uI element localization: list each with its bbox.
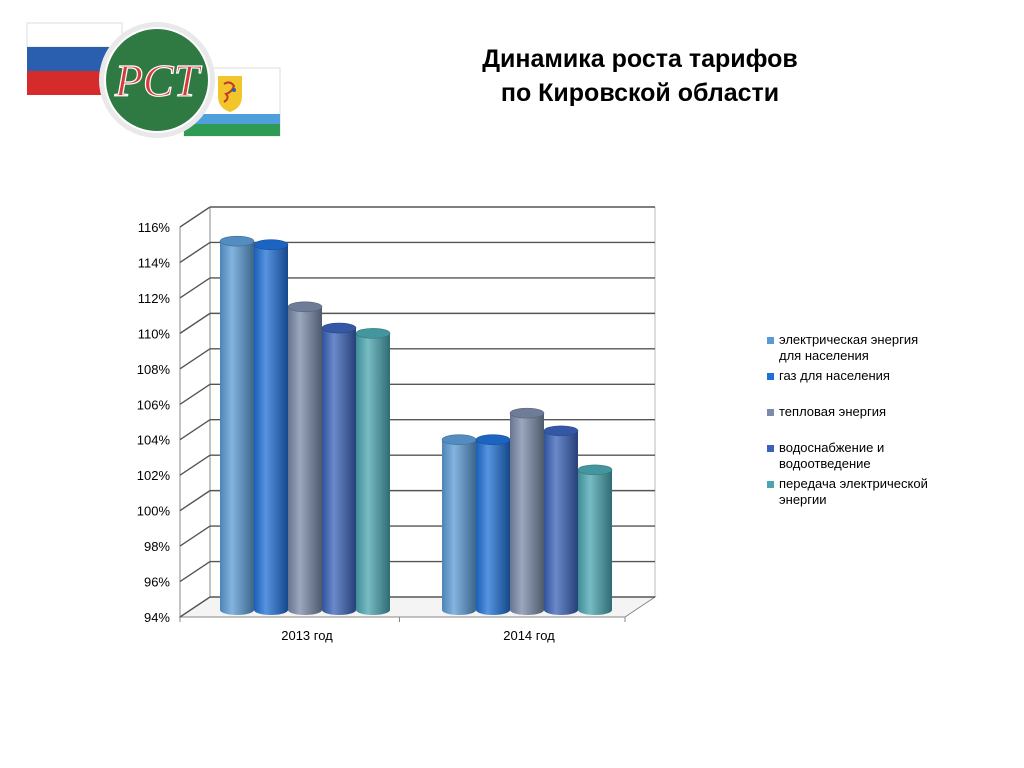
y-tick-label: 116% — [138, 220, 171, 235]
title-line-1: Динамика роста тарифов — [482, 45, 798, 73]
bar — [219, 235, 255, 615]
y-tick-label: 106% — [137, 397, 171, 412]
kirov-coat-of-arms-icon — [218, 76, 242, 112]
y-tick-label: 94% — [144, 610, 170, 625]
rst-logo-icon: РСТ — [99, 22, 215, 138]
kirov-flag-icon — [183, 67, 281, 137]
gridline — [179, 206, 655, 228]
legend-swatch — [767, 337, 774, 344]
y-tick-label: 104% — [137, 433, 171, 448]
x-axis-category-labels: 2013 год 2014 год — [281, 628, 555, 643]
title-line-2: по Кировской области — [500, 79, 780, 107]
y-tick-label: 98% — [144, 539, 170, 554]
y-tick-label: 108% — [137, 362, 171, 377]
legend-swatch — [767, 481, 774, 488]
bar — [441, 434, 477, 615]
y-tick-label: 100% — [137, 504, 171, 519]
legend-label: тепловая энергия — [779, 404, 886, 419]
legend-label: передача электрической энергии — [779, 476, 928, 507]
y-tick-label: 110% — [138, 326, 171, 341]
kirov-flag-green-stripe — [184, 124, 280, 136]
chart-bars — [219, 235, 613, 615]
legend-label: электрическая энергия для населения — [779, 332, 919, 363]
kirov-flag-blue-stripe — [184, 114, 280, 124]
bar — [475, 434, 511, 615]
bar — [287, 301, 323, 615]
y-tick-label: 112% — [138, 291, 171, 306]
legend-label: водоснабжение и водоотведение — [779, 440, 885, 471]
x-tick-label: 2014 год — [503, 628, 555, 643]
y-tick-label: 96% — [144, 575, 170, 590]
y-tick-label: 102% — [137, 468, 171, 483]
legend-label: газ для населения — [779, 368, 890, 383]
bar — [253, 239, 289, 615]
legend-swatch — [767, 409, 774, 416]
bar — [355, 328, 391, 615]
bar — [577, 464, 613, 615]
logo-area: РСТ — [26, 22, 281, 138]
rst-logo-text: РСТ — [114, 55, 203, 106]
bar — [543, 425, 579, 615]
bar — [321, 322, 357, 615]
bar — [509, 407, 545, 615]
legend-swatch — [767, 373, 774, 380]
page-title: Динамика роста тарифов по Кировской обла… — [400, 42, 880, 110]
y-axis-tick-labels: 94% 96% 98% 100% 102% 104% 106% 108% 110% 112% 114… — [137, 220, 171, 625]
legend-swatch — [767, 445, 774, 452]
y-tick-label: 114% — [138, 255, 171, 270]
x-tick-label: 2013 год — [281, 628, 333, 643]
